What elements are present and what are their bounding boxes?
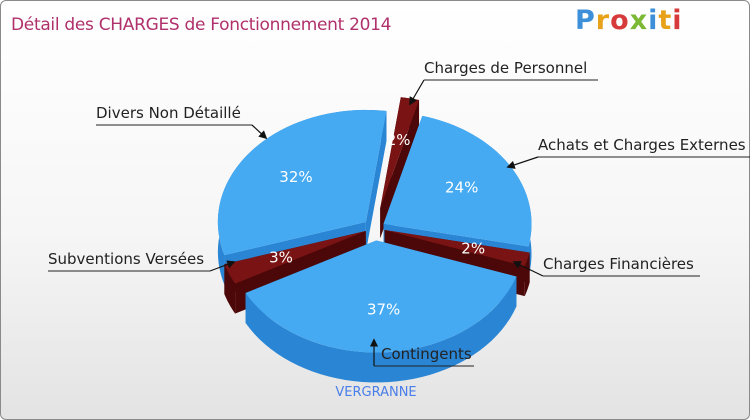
slice-contingents bbox=[245, 240, 517, 353]
slice-charges-de-personnel bbox=[380, 97, 420, 209]
slice-rim bbox=[224, 264, 236, 314]
label-leaders: Charges de Personnel Achats et Charges Ex… bbox=[48, 59, 750, 367]
category-label-achats-et-charges-externes: Achats et Charges Externes bbox=[538, 136, 746, 154]
slice-rim bbox=[524, 252, 530, 297]
pct-label-charges-financieres: 2% bbox=[461, 239, 485, 257]
logo-letter: r bbox=[595, 5, 611, 36]
slice-divers-non-detaille bbox=[217, 109, 387, 256]
label-arrow bbox=[251, 124, 268, 140]
category-label-contingents: Contingents bbox=[381, 345, 472, 363]
category-label-charges-de-personnel: Charges de Personnel bbox=[424, 59, 587, 77]
leader-charges-financieres: Charges Financières bbox=[512, 255, 700, 277]
leader-divers-non-detaille: Divers Non Détaillé bbox=[96, 104, 268, 140]
pct-label-subventions-versees: 3% bbox=[269, 249, 293, 267]
slice-subventions-versees bbox=[224, 230, 366, 284]
pct-label-contingents: 37% bbox=[367, 301, 400, 319]
chart-subtitle: VERGRANNE bbox=[335, 385, 417, 400]
slice-wall bbox=[365, 111, 387, 252]
proxiti-logo: Proxiti bbox=[575, 5, 683, 36]
logo-letter: i bbox=[672, 5, 683, 36]
leader-achats-et-charges-externes: Achats et Charges Externes bbox=[506, 136, 750, 169]
label-arrow bbox=[506, 156, 539, 169]
label-arrow bbox=[512, 261, 544, 277]
leader-contingents: Contingents bbox=[369, 338, 474, 367]
logo-letter: t bbox=[658, 5, 673, 36]
slice-charges-financieres bbox=[384, 230, 530, 267]
leader-subventions-versees: Subventions Versées bbox=[48, 250, 236, 272]
pct-label-divers-non-detaille: 32% bbox=[279, 168, 312, 186]
category-label-subventions-versees: Subventions Versées bbox=[48, 250, 204, 268]
pct-label-charges-de-personnel: 2% bbox=[387, 131, 411, 149]
pct-label-achats-et-charges-externes: 24% bbox=[445, 179, 478, 197]
slice-wall bbox=[224, 230, 366, 295]
label-arrow bbox=[409, 79, 425, 106]
logo-letter: P bbox=[575, 5, 596, 36]
logo-letter: o bbox=[610, 5, 630, 36]
label-arrow bbox=[209, 260, 236, 272]
logo-letter: i bbox=[648, 5, 659, 36]
slice-wall bbox=[380, 100, 420, 239]
logo-letter: x bbox=[629, 5, 649, 36]
slice-tops: 2% 24% 2% 37% 3% 32% bbox=[217, 97, 532, 353]
slice-rim bbox=[245, 276, 517, 383]
chart-title: Détail des CHARGES de Fonctionnement 201… bbox=[11, 15, 392, 35]
leader-charges-de-personnel: Charges de Personnel bbox=[409, 59, 598, 106]
category-label-charges-financieres: Charges Financières bbox=[543, 255, 694, 273]
category-label-divers-non-detaille: Divers Non Détaillé bbox=[96, 104, 241, 122]
slice-achats-et-charges-externes bbox=[383, 115, 532, 247]
